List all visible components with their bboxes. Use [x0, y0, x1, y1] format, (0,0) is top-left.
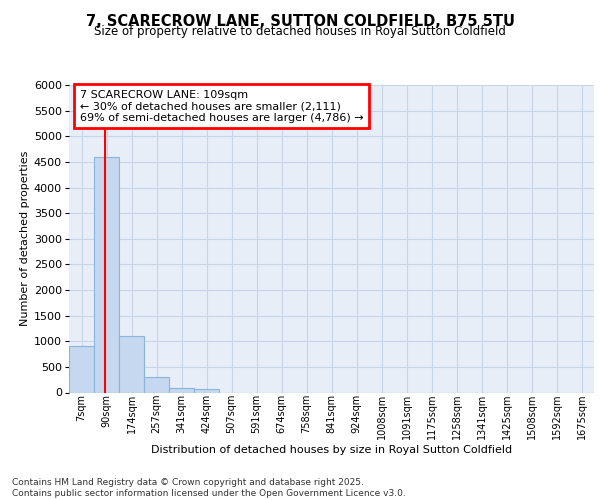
- Text: Size of property relative to detached houses in Royal Sutton Coldfield: Size of property relative to detached ho…: [94, 25, 506, 38]
- Text: 7, SCARECROW LANE, SUTTON COLDFIELD, B75 5TU: 7, SCARECROW LANE, SUTTON COLDFIELD, B75…: [86, 14, 515, 29]
- Bar: [119, 336, 144, 392]
- Bar: [94, 157, 119, 392]
- Y-axis label: Number of detached properties: Number of detached properties: [20, 151, 30, 326]
- X-axis label: Distribution of detached houses by size in Royal Sutton Coldfield: Distribution of detached houses by size …: [151, 445, 512, 455]
- Text: Contains HM Land Registry data © Crown copyright and database right 2025.
Contai: Contains HM Land Registry data © Crown c…: [12, 478, 406, 498]
- Bar: [169, 388, 194, 392]
- Bar: [69, 346, 94, 393]
- Bar: [144, 377, 169, 392]
- Text: 7 SCARECROW LANE: 109sqm
← 30% of detached houses are smaller (2,111)
69% of sem: 7 SCARECROW LANE: 109sqm ← 30% of detach…: [79, 90, 363, 123]
- Bar: [194, 390, 219, 392]
